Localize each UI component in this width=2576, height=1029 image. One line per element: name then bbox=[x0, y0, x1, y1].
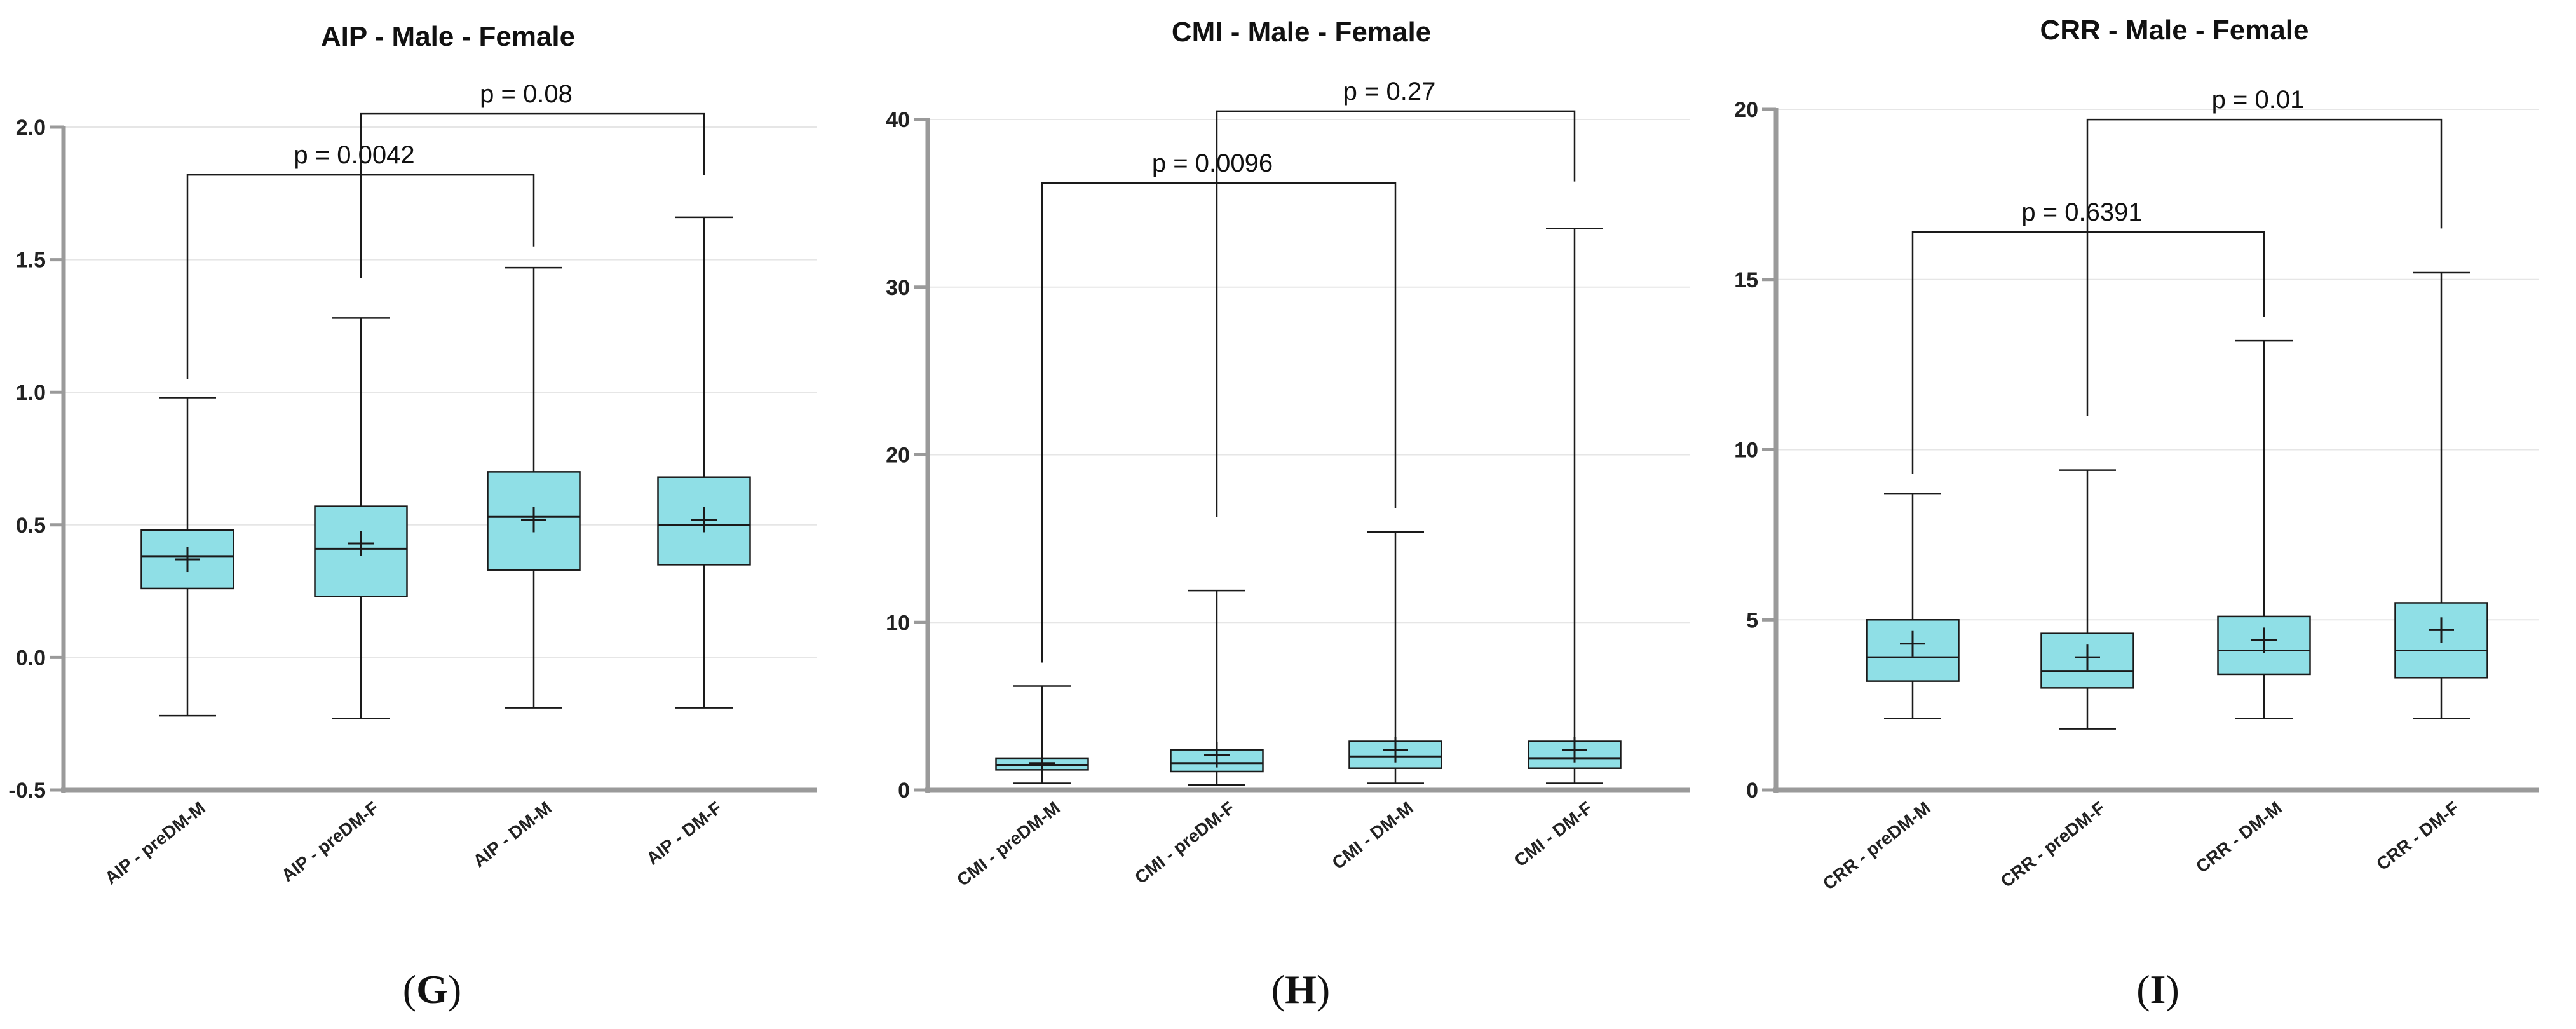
comparison-bracket-1: p = 0.6391 bbox=[1911, 198, 2265, 474]
box-2 bbox=[314, 317, 408, 719]
category-label: CRR - preDM-F bbox=[1997, 798, 2109, 891]
box-3 bbox=[487, 266, 581, 709]
bracket-line bbox=[1911, 231, 2265, 474]
p-value-label: p = 0.08 bbox=[480, 80, 573, 108]
box-body bbox=[1866, 619, 1960, 682]
comparison-bracket-2: p = 0.01 bbox=[2086, 86, 2443, 416]
category-label: AIP - preDM-F bbox=[278, 798, 383, 885]
category-label: AIP - preDM-M bbox=[101, 798, 208, 888]
box-4 bbox=[2394, 271, 2488, 719]
category-label: AIP - DM-M bbox=[470, 798, 555, 871]
category-label: CRR - DM-F bbox=[2373, 798, 2463, 874]
y-tick-label: 5 bbox=[1746, 608, 1758, 632]
chart-title: CMI - Male - Female bbox=[1172, 17, 1431, 48]
chart-panel-h: CMI - Male - Female 0 10 20 30 40 CMI - preDM-… bbox=[886, 17, 1690, 1012]
comparison-bracket-2: p = 0.08 bbox=[360, 80, 705, 278]
chart-title: CRR - Male - Female bbox=[2040, 15, 2309, 46]
chart-panel-i: CRR - Male - Female 0 5 10 15 20 CRR - preDM-M… bbox=[1734, 15, 2539, 1012]
category-label: CMI - DM-M bbox=[1329, 798, 1417, 873]
box-3 bbox=[2217, 339, 2311, 719]
box-1 bbox=[995, 685, 1089, 784]
y-tick-label: 10 bbox=[886, 611, 910, 635]
y-tick-label: 0.0 bbox=[16, 646, 46, 670]
y-tick-label: 40 bbox=[886, 108, 910, 132]
y-tick-label: 2.0 bbox=[16, 116, 46, 140]
category-label: CRR - DM-M bbox=[2192, 798, 2286, 876]
box-4 bbox=[1528, 228, 1622, 784]
p-value-label: p = 0.01 bbox=[2212, 86, 2305, 114]
box-1 bbox=[1866, 493, 1960, 719]
bracket-line bbox=[1216, 110, 1576, 517]
bracket-line bbox=[2086, 118, 2443, 416]
y-tick-label: 10 bbox=[1734, 439, 1758, 463]
box-2 bbox=[1170, 589, 1264, 786]
p-value-label: p = 0.27 bbox=[1343, 78, 1436, 106]
chart-title: AIP - Male - Female bbox=[321, 21, 575, 52]
chart-panel-g: AIP - Male - Female -0.5 0.0 0.5 1.0 1.5 2.0 AI… bbox=[8, 21, 817, 1012]
bracket-line bbox=[1041, 182, 1397, 663]
category-label: AIP - DM-F bbox=[642, 798, 725, 868]
y-tick-label: -0.5 bbox=[8, 779, 46, 803]
y-tick-label: 1.0 bbox=[16, 381, 46, 405]
y-tick-label: 30 bbox=[886, 276, 910, 300]
y-tick-label: 0.5 bbox=[16, 514, 46, 538]
p-value-label: p = 0.0042 bbox=[294, 141, 414, 169]
y-tick-label: 0 bbox=[898, 779, 910, 803]
box-2 bbox=[2040, 469, 2134, 730]
category-label: CMI - preDM-M bbox=[953, 798, 1064, 890]
y-tick-label: 0 bbox=[1746, 779, 1758, 803]
panel-label: (G) bbox=[403, 967, 461, 1012]
box-1 bbox=[140, 397, 234, 717]
panel-label: (I) bbox=[2136, 967, 2179, 1012]
box-body bbox=[2040, 632, 2134, 689]
box-4 bbox=[657, 216, 751, 709]
y-tick-label: 15 bbox=[1734, 268, 1758, 292]
category-label: CRR - preDM-M bbox=[1819, 798, 1934, 894]
p-value-label: p = 0.6391 bbox=[2021, 198, 2142, 226]
p-value-label: p = 0.0096 bbox=[1152, 149, 1273, 177]
panel-label: (H) bbox=[1271, 967, 1330, 1012]
box-3 bbox=[1348, 531, 1442, 784]
comparison-bracket-2: p = 0.27 bbox=[1216, 78, 1576, 517]
comparison-bracket-1: p = 0.0096 bbox=[1041, 149, 1397, 663]
bracket-line bbox=[360, 112, 705, 278]
y-tick-label: 20 bbox=[1734, 98, 1758, 122]
category-label: CMI - DM-F bbox=[1510, 798, 1596, 870]
y-tick-label: 1.5 bbox=[16, 249, 46, 273]
y-tick-label: 20 bbox=[886, 444, 910, 468]
category-label: CMI - preDM-F bbox=[1131, 798, 1238, 887]
